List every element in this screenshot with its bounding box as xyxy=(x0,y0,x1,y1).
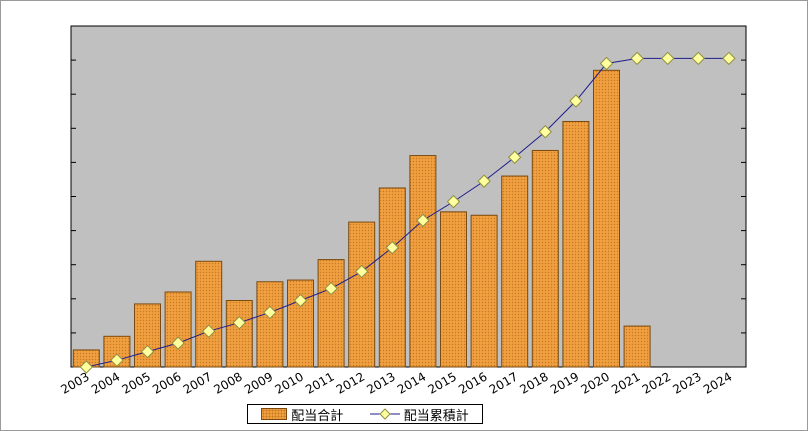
marker-2021 xyxy=(630,51,644,66)
marker-2004 xyxy=(110,353,124,367)
x-tick-label-2003: 2003 xyxy=(58,369,91,396)
x-tick-label-2024: 2024 xyxy=(701,369,734,396)
x-tick-label-2012: 2012 xyxy=(334,369,367,396)
marker-2007 xyxy=(201,324,216,338)
marker-2006 xyxy=(171,336,185,350)
marker-2017 xyxy=(507,150,522,164)
marker-2003 xyxy=(79,360,94,374)
marker-2009 xyxy=(263,305,277,320)
x-tick-label-2018: 2018 xyxy=(517,369,550,396)
legend: 配当合計 配当累積計 xyxy=(247,404,483,424)
x-tick-label-2007: 2007 xyxy=(181,369,214,396)
marker-2022 xyxy=(660,51,675,66)
marker-2011 xyxy=(324,281,338,296)
marker-2019 xyxy=(569,94,583,108)
marker-2016 xyxy=(477,174,491,188)
bar-2011 xyxy=(317,259,345,368)
legend-entry-line: 配当累積計 xyxy=(369,405,469,424)
marker-2008 xyxy=(232,315,247,330)
x-tick-label-2005: 2005 xyxy=(120,369,153,396)
bar-2006 xyxy=(164,291,192,368)
x-tick-label-2004: 2004 xyxy=(89,369,122,396)
marker-2014 xyxy=(416,213,430,228)
x-tick-label-2017: 2017 xyxy=(487,369,520,396)
marker-2010 xyxy=(293,293,308,308)
bar-2007 xyxy=(195,260,223,368)
bar-2020 xyxy=(593,69,620,368)
x-tick-label-2021: 2021 xyxy=(609,369,642,396)
x-tick-label-2015: 2015 xyxy=(426,369,459,396)
bar-2017 xyxy=(501,175,529,368)
marker-2024 xyxy=(722,51,736,66)
marker-2013 xyxy=(385,240,400,255)
bar-2015 xyxy=(440,211,467,368)
x-tick-label-2023: 2023 xyxy=(670,369,703,396)
x-tick-label-2008: 2008 xyxy=(211,369,244,396)
x-tick-label-2009: 2009 xyxy=(242,369,275,396)
x-tick-label-2016: 2016 xyxy=(456,369,489,396)
bar-2012 xyxy=(348,221,376,368)
x-tick-label-2014: 2014 xyxy=(395,369,428,396)
x-tick-label-2019: 2019 xyxy=(548,369,581,396)
marker-2023 xyxy=(691,51,706,66)
bar-2013 xyxy=(378,187,406,368)
marker-2018 xyxy=(538,125,553,139)
cumulative-line xyxy=(86,57,729,368)
marker-2015 xyxy=(446,194,461,209)
legend-line-swatch xyxy=(369,408,400,420)
bar-2019 xyxy=(562,120,590,368)
bar-2021 xyxy=(623,325,651,368)
bar-2014 xyxy=(409,155,437,368)
bar-2018 xyxy=(531,149,559,368)
bar-2009 xyxy=(256,281,284,368)
legend-bar-label: 配当合計 xyxy=(291,408,344,424)
x-tick-label-2010: 2010 xyxy=(273,369,306,396)
bar-2008 xyxy=(225,300,253,368)
legend-bar-swatch xyxy=(261,408,288,420)
legend-line-label: 配当累積計 xyxy=(403,408,469,424)
marker-2020 xyxy=(599,56,614,71)
bar-2016 xyxy=(470,214,498,368)
marker-2012 xyxy=(354,264,369,279)
marker-2005 xyxy=(140,344,155,359)
x-tick-label-2020: 2020 xyxy=(579,369,612,396)
x-tick-label-2006: 2006 xyxy=(150,369,183,396)
x-tick-label-2022: 2022 xyxy=(640,369,673,396)
x-tick-label-2011: 2011 xyxy=(303,369,336,396)
x-tick-label-2013: 2013 xyxy=(364,369,397,396)
bar-2010 xyxy=(287,279,314,368)
legend-entry-bar: 配当合計 xyxy=(261,405,343,424)
